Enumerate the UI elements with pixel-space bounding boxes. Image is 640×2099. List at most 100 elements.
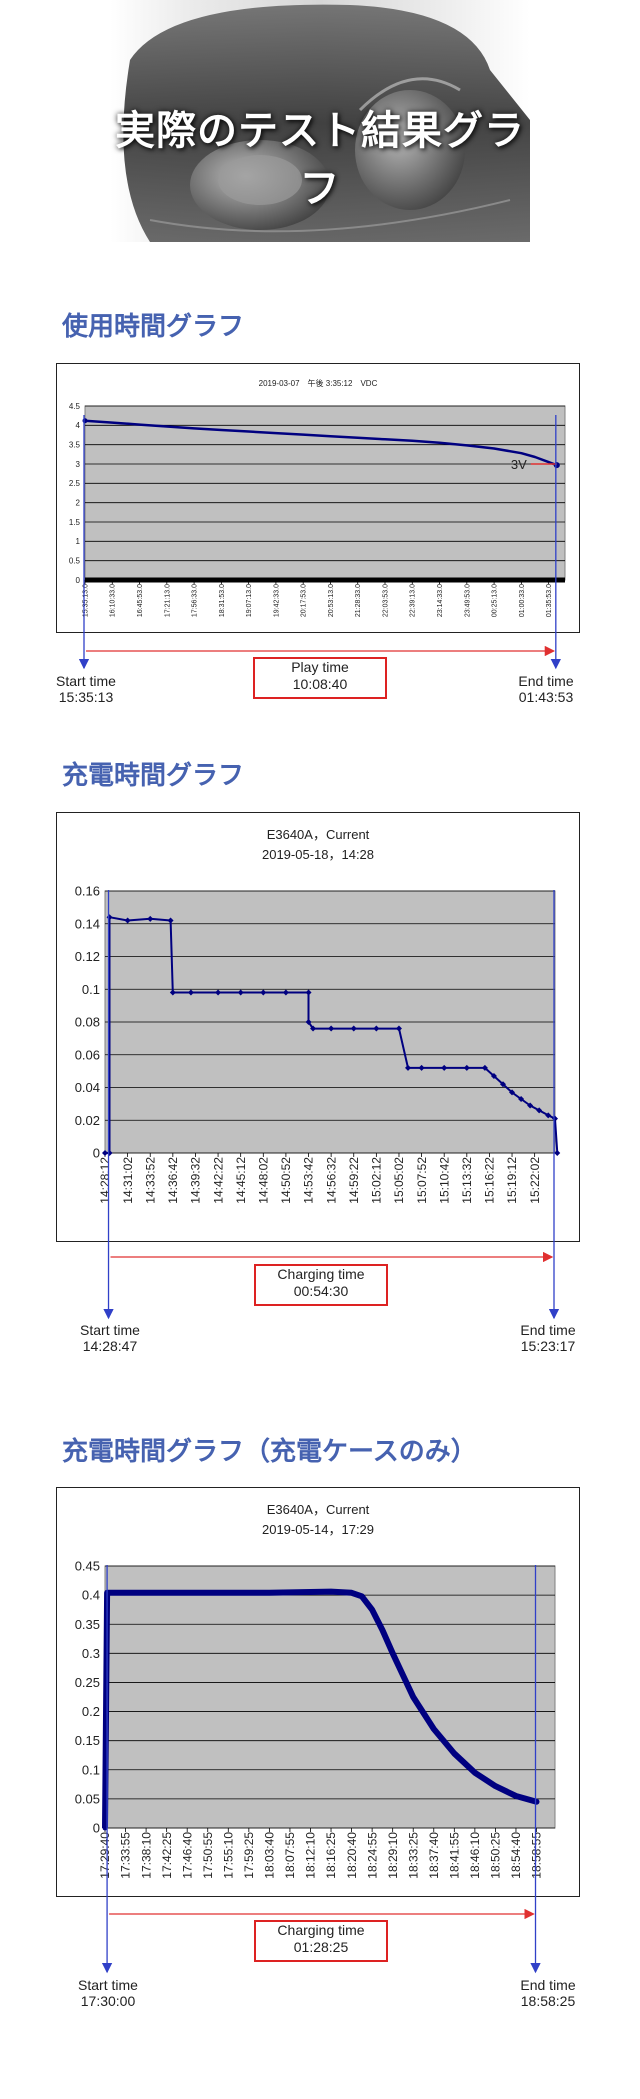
x-tick-label: 22:39:13.0 <box>410 584 417 617</box>
data-point <box>305 1019 312 1025</box>
x-tick-label: 18:03:40 <box>263 1832 277 1879</box>
x-tick-label: 17:46:40 <box>180 1832 194 1879</box>
data-point <box>310 1025 317 1032</box>
x-tick-label: 17:50:55 <box>201 1832 215 1879</box>
y-tick-label: 0.15 <box>75 1733 100 1748</box>
plot-area <box>84 405 566 581</box>
usage-end-value: 01:43:53 <box>518 689 574 705</box>
data-point <box>124 917 131 924</box>
y-tick-label: 3.5 <box>69 440 81 449</box>
y-tick-label: 0.14 <box>75 916 100 931</box>
y-tick-label: 0 <box>76 576 81 585</box>
data-point <box>463 1064 470 1071</box>
x-tick-label: 21:28:33.0 <box>355 584 362 617</box>
data-point <box>405 1064 412 1071</box>
case-duration-label: Charging time <box>277 1922 365 1938</box>
chart-charging: E3640A，Current 2019-05-18，14:28 0 0.02 0.04 0… <box>56 812 580 1242</box>
zero-band <box>85 577 565 583</box>
y-tick-label: 0.16 <box>75 884 100 899</box>
x-tick-label: 16:45:53.0 <box>137 584 144 617</box>
x-tick-label: 14:45:12 <box>234 1157 248 1204</box>
chart-charging-svg: E3640A，Current 2019-05-18，14:28 0 0.02 0.04 0… <box>75 827 561 1204</box>
x-tick-label: 18:24:55 <box>365 1832 379 1879</box>
x-tick-label: 14:42:22 <box>211 1157 225 1204</box>
data-point <box>554 1150 561 1156</box>
usage-duration-value: 10:08:40 <box>292 676 348 692</box>
x-tick-label: 18:31:53.0 <box>219 584 226 617</box>
data-point <box>441 1064 448 1071</box>
data-point <box>509 1089 516 1096</box>
y-tick-label: 0.25 <box>75 1675 100 1690</box>
plot-area <box>104 1565 556 1829</box>
x-tick-label: 23:14:33.0 <box>437 584 444 617</box>
x-tick-label: 18:54:40 <box>509 1832 523 1879</box>
usage-duration-label: Play time <box>291 659 349 675</box>
x-tick-label: 18:16:25 <box>324 1832 338 1879</box>
x-tick-label: 14:31:02 <box>121 1157 135 1204</box>
y-tick-label: 4.5 <box>69 402 81 411</box>
y-tick-label: 0.45 <box>75 1559 100 1574</box>
data-point <box>481 1064 488 1071</box>
x-tick-label: 18:41:55 <box>448 1832 462 1879</box>
usage-start-label: Start time <box>56 673 116 689</box>
charging-end-label: End time <box>520 1322 576 1338</box>
x-tick-label: 18:29:10 <box>386 1832 400 1879</box>
x-tick-label: 16:10:33.0 <box>110 584 117 617</box>
x-tick-label: 14:28:12 <box>98 1157 112 1204</box>
y-tick-label: 3 <box>76 460 81 469</box>
data-point <box>553 462 560 469</box>
chart-case-charging-svg: E3640A，Current 2019-05-14，17:29 0 0.05 0.1 0.… <box>75 1502 556 1879</box>
x-tick-label: 15:22:02 <box>528 1157 542 1204</box>
charging-start: Start time 14:28:47 <box>70 1322 150 1354</box>
data-point <box>102 1150 108 1156</box>
data-point <box>167 917 174 924</box>
chart-case-charging: E3640A，Current 2019-05-14，17:29 0 0.05 0.1 0.… <box>56 1487 580 1897</box>
x-tick-label: 19:07:13.0 <box>246 584 253 617</box>
y-tick-label: 0.06 <box>75 1047 100 1062</box>
chart-title: E3640A，Current <box>267 827 370 842</box>
x-tick-label: 18:33:25 <box>406 1832 420 1879</box>
x-tick-label: 15:05:02 <box>392 1157 406 1204</box>
x-tick-label: 17:59:25 <box>242 1832 256 1879</box>
y-tick-label: 0.08 <box>75 1015 100 1030</box>
section-title-usage: 使用時間グラフ <box>62 312 245 342</box>
data-point <box>102 1825 108 1831</box>
y-tick-label: 0.1 <box>82 1762 100 1777</box>
y-tick-label: 2 <box>76 498 81 507</box>
usage-start: Start time 15:35:13 <box>46 673 126 705</box>
y-tick-label: 0.02 <box>75 1113 100 1128</box>
section-title-case-charging: 充電時間グラフ（充電ケースのみ） <box>62 1437 477 1467</box>
x-tick-label: 00:25:13.0 <box>492 584 499 617</box>
usage-end: End time 01:43:53 <box>506 673 586 705</box>
y-tick-label: 0 <box>93 1821 100 1836</box>
y-tick-label: 0.2 <box>82 1704 100 1719</box>
case-end-label: End time <box>520 1977 576 1993</box>
charging-end: End time 15:23:17 <box>508 1322 588 1354</box>
x-tick-label: 15:16:22 <box>483 1157 497 1204</box>
y-tick-label: 0.5 <box>69 556 81 565</box>
usage-start-value: 15:35:13 <box>58 689 114 705</box>
x-tick-label: 15:02:12 <box>370 1157 384 1204</box>
x-tick-label: 14:53:42 <box>302 1157 316 1204</box>
data-point <box>395 1025 402 1032</box>
y-tick-label: 0.12 <box>75 949 100 964</box>
x-tick-label: 17:29:40 <box>98 1832 112 1879</box>
x-tick-label: 17:42:25 <box>160 1832 174 1879</box>
x-tick-label: 19:42:33.0 <box>273 584 280 617</box>
data-point <box>418 1064 425 1071</box>
data-point <box>147 915 154 922</box>
data-point <box>169 989 176 996</box>
hero-banner: 実際のテスト結果グラフ <box>110 0 530 242</box>
y-tick-label: 1 <box>76 537 81 546</box>
x-tick-label: 14:59:22 <box>347 1157 361 1204</box>
x-tick-label: 17:56:33.0 <box>192 584 199 617</box>
data-point <box>215 989 222 996</box>
x-tick-label: 20:53:13.0 <box>328 584 335 617</box>
x-tick-label: 18:07:55 <box>283 1832 297 1879</box>
chart-title: 2019-03-07 午後 3:35:12 VDC <box>259 378 378 388</box>
x-tick-label: 18:50:25 <box>489 1832 503 1879</box>
y-tick-label: 0.3 <box>82 1646 100 1661</box>
data-point <box>499 1081 506 1088</box>
x-tick-label: 15:07:52 <box>415 1157 429 1204</box>
x-tick-label: 15:13:32 <box>460 1157 474 1204</box>
